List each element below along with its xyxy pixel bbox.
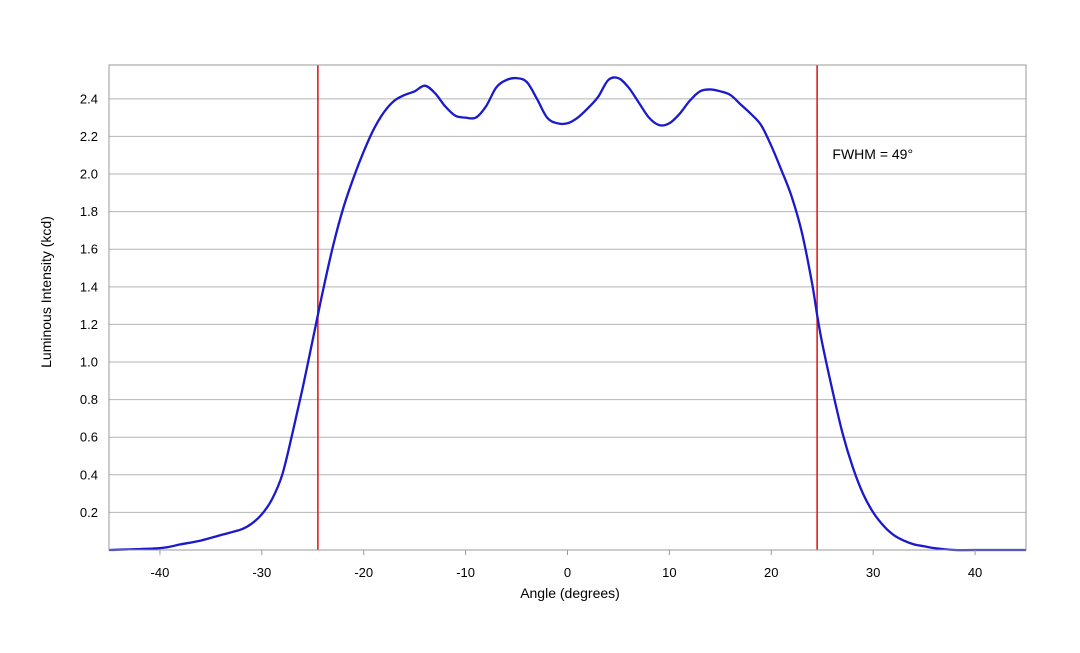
x-tick-label: 40: [968, 565, 982, 580]
intensity-series-line: [108, 76, 1026, 552]
plot-background: [109, 65, 1026, 550]
reference-lines: [317, 65, 818, 550]
y-tick-label: 0.4: [80, 467, 98, 482]
series-layer: [108, 76, 1026, 552]
y-tick-label: 1.8: [80, 204, 98, 219]
y-tick-label: 1.6: [80, 242, 98, 257]
y-tick-label: 1.2: [80, 317, 98, 332]
y-axis-title: Luminous Intensity (kcd): [38, 216, 54, 368]
y-tick-label: 1.0: [80, 355, 98, 370]
y-tick-label: 0.8: [80, 392, 98, 407]
gridlines: [109, 98, 1026, 513]
y-tick-label: 2.0: [80, 167, 98, 182]
x-tick-label: 20: [764, 565, 778, 580]
x-tick-label: 30: [866, 565, 880, 580]
x-tick-label: -10: [456, 565, 475, 580]
x-tick-label: -20: [354, 565, 373, 580]
x-axis-ticks: -40 -30 -20 -10 0 10 20 30 40: [151, 550, 982, 580]
y-tick-label: 2.2: [80, 129, 98, 144]
x-tick-label: -40: [151, 565, 170, 580]
y-axis-ticks: 0.2 0.4 0.6 0.8 1.0 1.2 1.4 1.6 1.8 2.0 2.2 2.4: [80, 91, 98, 520]
annotations: FWHM = 49°: [832, 146, 913, 162]
y-tick-label: 2.4: [80, 91, 98, 106]
fwhm-annotation: FWHM = 49°: [832, 146, 913, 162]
x-axis-title: Angle (degrees): [520, 585, 620, 601]
y-tick-label: 0.6: [80, 430, 98, 445]
y-tick-label: 1.4: [80, 279, 98, 294]
x-tick-label: 10: [662, 565, 676, 580]
x-tick-label: -30: [252, 565, 271, 580]
y-tick-label: 0.2: [80, 505, 98, 520]
x-tick-label: 0: [564, 565, 571, 580]
